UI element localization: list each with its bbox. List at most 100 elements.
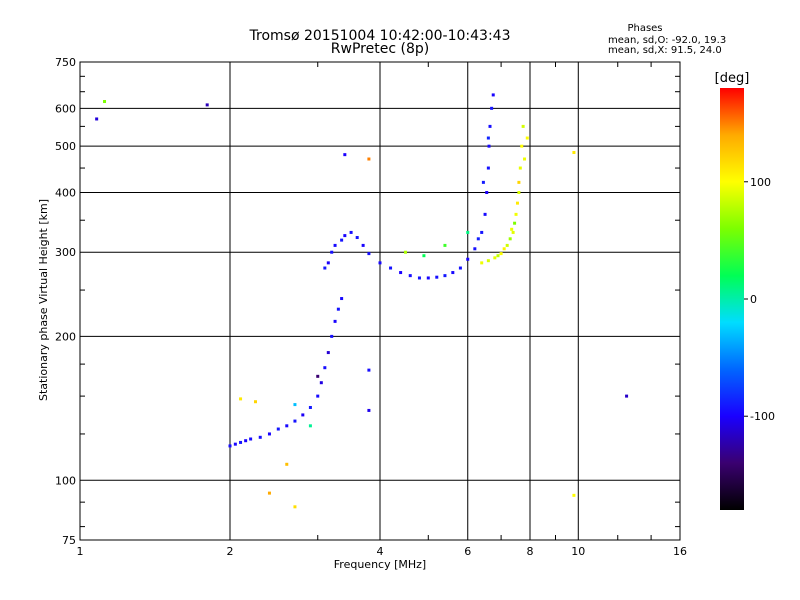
data-point-o [239, 440, 243, 444]
data-point-o [267, 432, 271, 436]
data-point-o [233, 442, 237, 446]
data-point-x [511, 230, 515, 234]
data-point-x [480, 261, 484, 265]
data-point-o [308, 405, 312, 409]
data-point-o [330, 250, 334, 254]
data-point-o [435, 275, 439, 279]
data-point-x [508, 237, 512, 241]
data-point-o [361, 243, 365, 247]
data-point-o [333, 319, 337, 323]
data-point-x [367, 157, 371, 161]
data-point-o [466, 257, 470, 261]
data-point-x [517, 190, 521, 194]
data-point-o [343, 153, 347, 157]
data-point-o [323, 366, 327, 370]
data-point-o [326, 261, 330, 265]
data-point-o [333, 243, 337, 247]
data-point-o [316, 374, 320, 378]
data-point-x [572, 150, 576, 154]
data-point-x [239, 397, 243, 401]
data-point-o [476, 237, 480, 241]
chart-title: Tromsø 20151004 10:42:00-10:43:43 [249, 28, 511, 44]
data-point-o [625, 394, 629, 398]
data-point-o [340, 238, 344, 242]
data-point-o [343, 234, 347, 238]
y-tick-label: 300 [55, 246, 76, 259]
data-point-x [518, 166, 522, 170]
y-tick-label: 600 [55, 102, 76, 115]
colorbar-tick-label: -100 [750, 410, 775, 423]
data-point-x [293, 505, 297, 509]
legend-title: Phases [627, 23, 662, 34]
x-tick-label: 8 [527, 545, 534, 558]
data-point-o [481, 180, 485, 184]
data-point-o [258, 435, 262, 439]
data-point-x [517, 180, 521, 184]
data-point-o [378, 261, 382, 265]
data-point-o [491, 93, 495, 97]
grid-y [80, 107, 680, 481]
data-point-x [267, 491, 271, 495]
data-point-o [244, 439, 248, 443]
data-point-x [510, 227, 514, 231]
data-point-o [367, 408, 371, 412]
data-point-x [505, 243, 509, 247]
chart-subtitle: RwPretec (8p) [331, 41, 429, 57]
data-point-x [253, 400, 257, 404]
y-tick-label: 100 [55, 474, 76, 487]
data-point-o [486, 136, 490, 140]
axis-ticks [80, 62, 680, 540]
data-point-o [443, 274, 447, 278]
data-point-o [480, 230, 484, 234]
colorbar-ticks: 100 0 -100 [744, 176, 775, 423]
data-point-x [572, 493, 576, 497]
x-tick-labels: 1 2 4 6 8 10 16 [77, 545, 688, 558]
colorbar-tick-label: 100 [750, 176, 771, 189]
legend-line-x: mean, sd,X: 91.5, 24.0 [608, 45, 722, 56]
y-tick-label: 200 [55, 330, 76, 343]
data-point-o [417, 276, 421, 280]
data-point-o [205, 103, 209, 107]
data-point-x [293, 403, 297, 407]
data-point-x [520, 144, 524, 148]
x-axis-label: Frequency [MHz] [334, 558, 426, 571]
x-tick-label: 16 [673, 545, 687, 558]
data-point-x [515, 201, 519, 205]
data-point-o [340, 297, 344, 301]
data-point-x [308, 424, 312, 428]
x-tick-label: 1 [77, 545, 84, 558]
data-point-o [95, 117, 99, 121]
data-point-o [408, 274, 412, 278]
colorbar-tick-label: 0 [750, 293, 757, 306]
legend-line-o: mean, sd,O: -92.0, 19.3 [608, 35, 726, 46]
data-point-o [336, 307, 340, 311]
y-tick-label: 500 [55, 140, 76, 153]
data-point-o [285, 424, 289, 428]
data-point-o [293, 419, 297, 423]
data-point-x [103, 100, 107, 104]
data-point-x [493, 256, 497, 260]
data-point-o [487, 144, 491, 148]
data-point-o [330, 334, 334, 338]
y-tick-label: 750 [55, 56, 76, 69]
data-point-x [499, 252, 503, 256]
data-point-o [399, 271, 403, 275]
data-point-x [521, 124, 525, 128]
data-point-x [403, 250, 407, 254]
data-point-x [285, 462, 289, 466]
data-point-o [490, 106, 494, 110]
y-tick-labels: 75 100 200 300 400 500 600 750 [55, 56, 76, 547]
colorbar-label: [deg] [715, 71, 750, 86]
data-point-o [488, 124, 492, 128]
data-point-o [367, 368, 371, 372]
data-point-o [249, 437, 253, 441]
data-point-o [323, 266, 327, 270]
data-point-o [473, 247, 477, 251]
data-point-o [228, 444, 232, 448]
data-point-x [496, 254, 500, 258]
data-point-x [502, 247, 506, 251]
data-point-o [276, 427, 280, 431]
data-point-o [355, 236, 359, 240]
y-tick-label: 75 [62, 534, 76, 547]
